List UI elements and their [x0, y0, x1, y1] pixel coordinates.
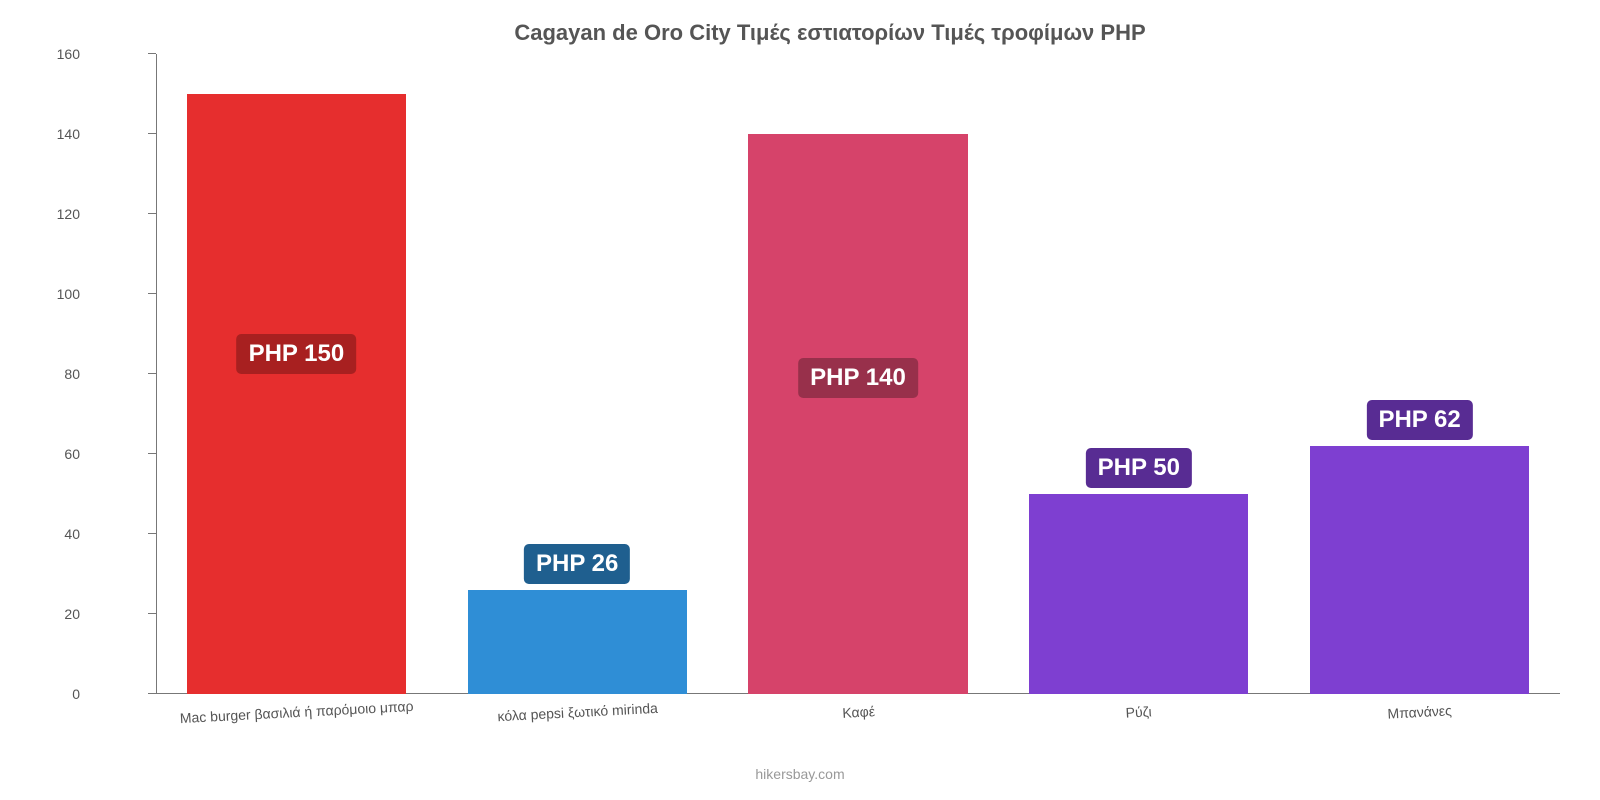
y-tick-mark [148, 533, 156, 534]
y-tick-label: 60 [40, 446, 80, 462]
y-tick-label: 140 [40, 126, 80, 142]
bar: PHP 150 [187, 94, 406, 694]
y-tick-mark [148, 133, 156, 134]
y-tick-label: 100 [40, 286, 80, 302]
x-axis-labels: Mac burger βασιλιά ή παρόμοιο μπαρκόλα p… [156, 694, 1560, 720]
y-tick-mark [148, 453, 156, 454]
bar-value-badge: PHP 150 [237, 334, 357, 374]
bar: PHP 50 [1029, 494, 1248, 694]
y-tick-label: 20 [40, 606, 80, 622]
y-tick-mark [148, 53, 156, 54]
chart-footer: hikersbay.com [0, 766, 1600, 782]
bar-slot: PHP 140 [718, 54, 999, 694]
y-tick-mark [148, 293, 156, 294]
bar-value-badge: PHP 26 [524, 544, 630, 584]
bars-group: PHP 150 PHP 26 PHP 140 PHP 50 PHP 62 [156, 54, 1560, 694]
y-tick-mark [148, 373, 156, 374]
y-tick-label: 0 [40, 686, 80, 702]
y-tick-label: 120 [40, 206, 80, 222]
bar-slot: PHP 62 [1279, 54, 1560, 694]
y-tick-mark [148, 613, 156, 614]
y-axis: 020406080100120140160 [90, 54, 150, 694]
bar-slot: PHP 150 [156, 54, 437, 694]
bar: PHP 26 [468, 590, 687, 694]
bar: PHP 140 [748, 134, 967, 694]
y-tick-mark [148, 213, 156, 214]
bar-value-badge: PHP 62 [1366, 400, 1472, 440]
chart-container: Cagayan de Oro City Τιμές εστιατορίων Τι… [0, 0, 1600, 800]
bar-value-badge: PHP 50 [1086, 448, 1192, 488]
y-tick-mark [148, 693, 156, 694]
chart-title: Cagayan de Oro City Τιμές εστιατορίων Τι… [100, 20, 1560, 46]
bar-value-badge: PHP 140 [798, 358, 918, 398]
bar-slot: PHP 26 [437, 54, 718, 694]
y-tick-label: 160 [40, 46, 80, 62]
bar: PHP 62 [1310, 446, 1529, 694]
plot-area: 020406080100120140160 PHP 150PHP 26PHP 1… [100, 54, 1560, 694]
y-tick-label: 40 [40, 526, 80, 542]
bar-slot: PHP 50 [998, 54, 1279, 694]
y-tick-label: 80 [40, 366, 80, 382]
